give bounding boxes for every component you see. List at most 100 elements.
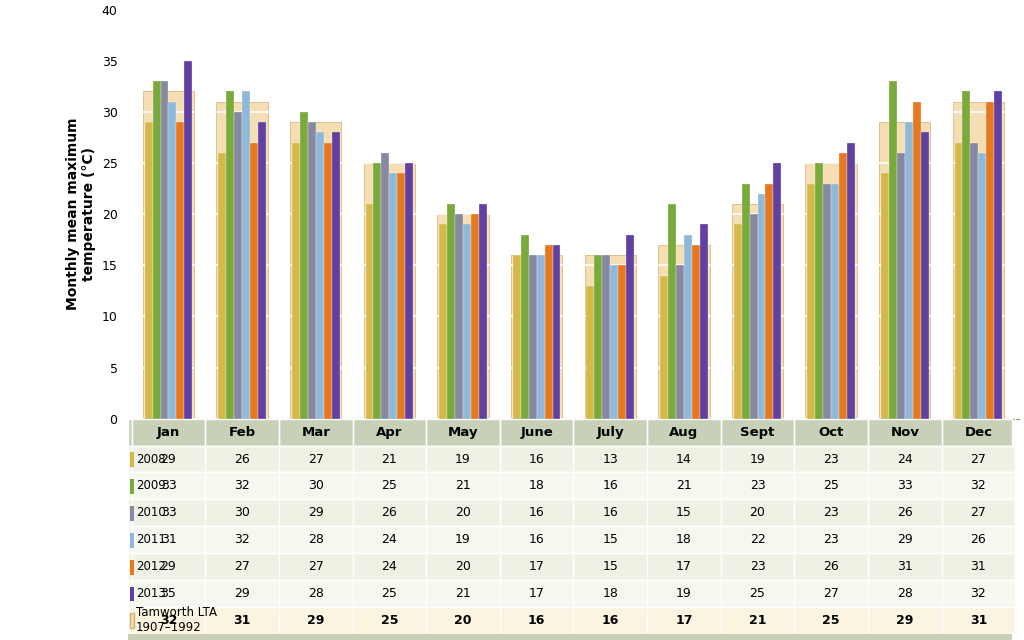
Bar	[128, 445, 1015, 472]
Bar	[290, 122, 341, 419]
Bar	[130, 479, 134, 494]
Text: 26: 26	[382, 506, 397, 519]
Text: 21: 21	[455, 479, 471, 492]
Text: Nov: Nov	[890, 426, 920, 438]
Text: 25: 25	[381, 614, 398, 627]
Bar	[921, 132, 929, 419]
Text: 2013: 2013	[136, 587, 166, 600]
Bar	[300, 112, 308, 419]
Bar	[169, 102, 176, 419]
Text: Aug: Aug	[670, 426, 698, 438]
Text: 24: 24	[382, 560, 397, 573]
Text: 15: 15	[602, 533, 618, 546]
Bar	[585, 255, 636, 419]
Text: 25: 25	[381, 479, 397, 492]
Text: 31: 31	[970, 614, 987, 627]
Bar	[128, 499, 1015, 526]
Text: 16: 16	[601, 614, 618, 627]
Bar	[684, 235, 692, 419]
Text: 25: 25	[823, 479, 839, 492]
Bar	[699, 225, 708, 419]
Text: 15: 15	[602, 560, 618, 573]
Text: 17: 17	[676, 560, 692, 573]
Text: 2011: 2011	[136, 533, 166, 546]
Bar	[732, 204, 783, 419]
Bar	[537, 255, 545, 419]
Text: 27: 27	[234, 560, 250, 573]
Text: 27: 27	[971, 506, 986, 519]
Bar	[471, 214, 479, 419]
Text: 2012: 2012	[136, 560, 166, 573]
Bar	[952, 102, 1005, 419]
Bar	[594, 255, 602, 419]
Text: 20: 20	[750, 506, 766, 519]
Text: Jan: Jan	[157, 434, 181, 448]
Bar	[815, 163, 823, 419]
Bar	[130, 533, 134, 548]
Text: 26: 26	[971, 533, 986, 546]
Text: 21: 21	[382, 452, 397, 465]
Text: 15: 15	[676, 506, 692, 519]
Bar	[521, 235, 528, 419]
Text: 23: 23	[823, 452, 839, 465]
Bar	[128, 607, 1015, 634]
Text: 28: 28	[308, 533, 324, 546]
Text: 2008: 2008	[136, 452, 165, 465]
Text: 27: 27	[823, 587, 839, 600]
Bar	[128, 419, 1012, 445]
Bar	[758, 194, 766, 419]
Text: 17: 17	[528, 587, 545, 600]
Text: 17: 17	[528, 560, 545, 573]
Text: Mar: Mar	[301, 426, 330, 438]
Text: Sept: Sept	[739, 434, 775, 448]
Bar	[234, 112, 242, 419]
Bar	[741, 184, 750, 419]
Bar	[332, 132, 340, 419]
Bar	[455, 214, 463, 419]
Bar	[994, 92, 1002, 419]
Bar	[954, 143, 963, 419]
Bar	[912, 102, 921, 419]
Bar	[545, 245, 553, 419]
Text: Dec: Dec	[965, 426, 992, 438]
Text: 29: 29	[234, 587, 250, 600]
Text: 19: 19	[676, 587, 692, 600]
Text: Tamworth LTA
1907–1992: Tamworth LTA 1907–1992	[136, 606, 217, 634]
Text: 19: 19	[750, 452, 765, 465]
Bar	[292, 143, 300, 419]
Bar	[130, 452, 134, 467]
Bar	[218, 153, 226, 419]
Text: 30: 30	[308, 479, 324, 492]
Text: July: July	[596, 434, 625, 448]
Text: Dec: Dec	[964, 434, 993, 448]
Text: 22: 22	[750, 533, 765, 546]
Bar	[397, 173, 406, 419]
Bar	[128, 526, 1015, 553]
Bar	[315, 132, 324, 419]
Bar	[733, 225, 741, 419]
Bar	[439, 225, 447, 419]
Text: 25: 25	[750, 587, 766, 600]
Bar	[847, 143, 855, 419]
Bar	[242, 92, 250, 419]
Text: June: June	[520, 426, 553, 438]
Text: 21: 21	[455, 587, 471, 600]
Bar	[839, 153, 847, 419]
Bar	[676, 266, 684, 419]
Bar	[184, 61, 193, 419]
Bar	[250, 143, 258, 419]
Bar	[128, 580, 1015, 607]
Text: 25: 25	[822, 614, 840, 627]
Bar	[130, 506, 134, 521]
Text: 32: 32	[971, 587, 986, 600]
Bar	[692, 245, 699, 419]
Bar	[658, 245, 710, 419]
Text: 30: 30	[234, 506, 250, 519]
Bar	[130, 587, 134, 602]
Text: 33: 33	[161, 506, 176, 519]
Bar	[602, 255, 610, 419]
Text: 2010: 2010	[136, 506, 166, 519]
Bar	[660, 276, 668, 419]
Text: 31: 31	[233, 614, 251, 627]
Bar	[553, 245, 560, 419]
